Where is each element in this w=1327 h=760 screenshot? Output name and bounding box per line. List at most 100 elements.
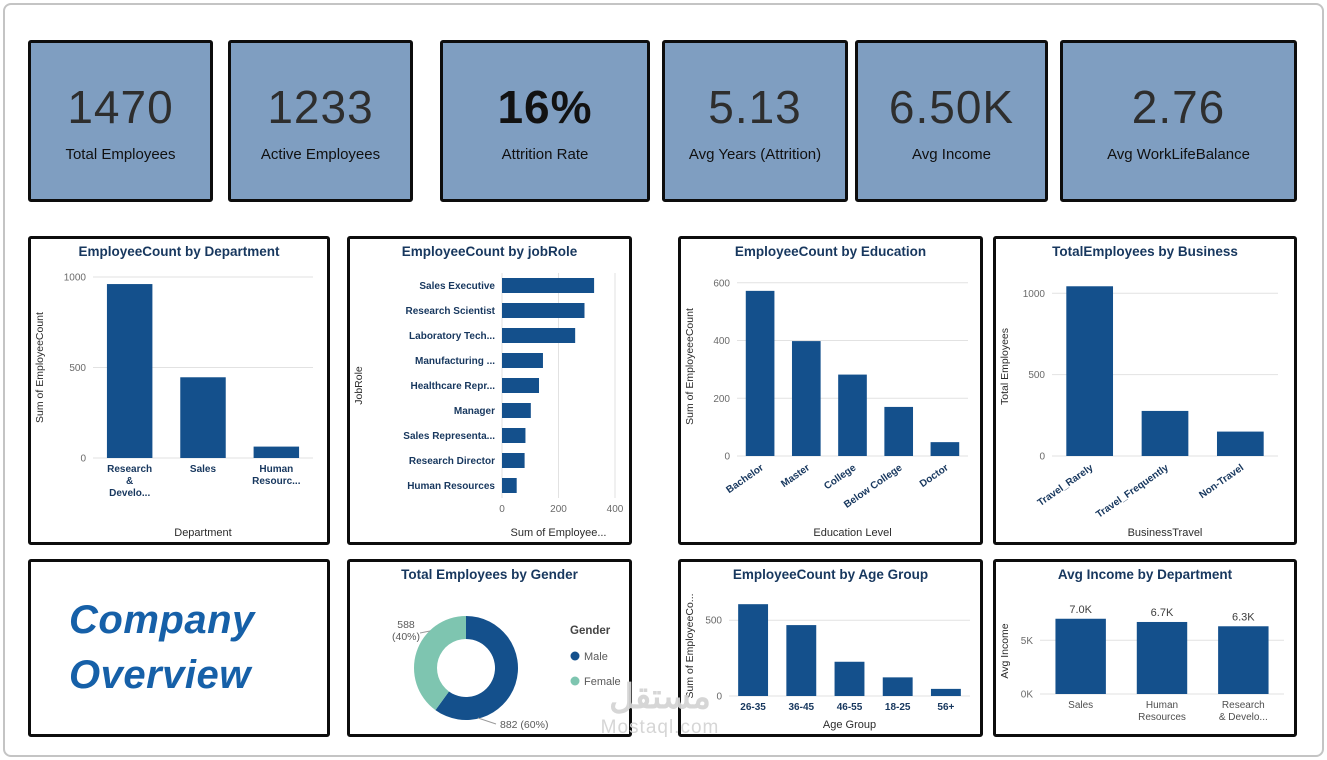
chart-card-employeecount-by-age-group[interactable]: EmployeeCount by Age Group 0 500 26-35 36-4… (678, 559, 983, 737)
bar-1[interactable] (502, 303, 585, 318)
y-category-label: Research Director (409, 456, 495, 467)
x-tick-label: 0 (499, 504, 505, 515)
x-category-label: 56+ (937, 702, 954, 713)
total-employees-by-gender-chart[interactable]: 588 (40%) 882 (60%) Gender Male Female (350, 588, 629, 734)
x-category-label: 36-45 (789, 702, 815, 713)
bar-3[interactable] (882, 677, 913, 696)
chart-card-total-employees-by-gender[interactable]: Total Employees by Gender 588 (40%) 882 (6… (347, 559, 632, 737)
employeecount-by-age-group-plot[interactable]: 0 500 26-35 36-45 46-55 18-25 56+ Age Group Sum … (681, 588, 980, 734)
y-tick-label: 0K (1021, 690, 1034, 701)
chart-title: EmployeeCount by Age Group (732, 567, 929, 582)
employeecount-by-department-chart[interactable]: 0 500 1000 Research & Develo... Sales Human Reso… (31, 265, 327, 542)
y-tick-label: 500 (705, 616, 722, 627)
x-axis-title: BusinessTravel (1128, 527, 1203, 539)
bar-2[interactable] (502, 328, 576, 343)
x-category-label: & (126, 476, 133, 487)
total-employees-by-gender-plot[interactable]: 588(40%) 882 (60%) Gender Male Female (350, 588, 629, 734)
x-category-label: Resourc... (252, 476, 301, 487)
x-tick-label: 200 (550, 504, 567, 515)
bar-5[interactable] (502, 403, 531, 418)
chart-card-employeecount-by-education[interactable]: EmployeeCount by Education 0 200 400 600 Bac… (678, 236, 983, 545)
bar-8[interactable] (502, 478, 517, 493)
chart-card-avg-income-by-department[interactable]: Avg Income by Department 0K 5K Sales 7.0K Hu… (993, 559, 1297, 737)
bar-0[interactable] (1055, 618, 1106, 694)
chart-title: TotalEmployees by Business (1052, 244, 1238, 259)
bar-0[interactable] (745, 290, 775, 456)
totalemployees-by-business-chart[interactable]: 0 500 1000 Travel_Rarely Travel_Frequently No… (996, 265, 1294, 542)
bar-3[interactable] (502, 353, 543, 368)
bar-7[interactable] (502, 453, 525, 468)
y-category-label: Research Scientist (406, 306, 496, 317)
x-category-label: 18-25 (885, 702, 911, 713)
kpi-value: 16% (497, 80, 593, 133)
x-category-label: & Develo... (1219, 712, 1268, 723)
kpi-card-active-employees[interactable]: 1233 Active Employees (228, 40, 413, 202)
x-category-label: Research (1222, 700, 1265, 711)
chart-card-totalemployees-by-business[interactable]: TotalEmployees by Business 0 500 1000 Trave… (993, 236, 1297, 545)
x-category-label: Human (259, 464, 293, 475)
chart-title: EmployeeCount by Department (78, 244, 280, 259)
bar-1[interactable] (786, 625, 817, 696)
kpi-value: 1470 (67, 80, 174, 133)
x-category-label: Resources (1138, 712, 1186, 723)
kpi-card-attrition-rate[interactable]: 16% Attrition Rate (440, 40, 650, 202)
chart-card-employeecount-by-department[interactable]: EmployeeCount by Department 0 500 1000 Rese… (28, 236, 330, 545)
bar-0[interactable] (1066, 286, 1114, 456)
y-axis-title: Sum of EmployeeeCount (684, 308, 696, 425)
employeecount-by-jobrole-chart[interactable]: 0 200 400 Sales Executive Research Scientist… (350, 265, 629, 542)
x-axis-title: Sum of Employee... (511, 527, 607, 539)
legend-swatch-male[interactable] (570, 651, 580, 661)
donut-data-label: (40%) (392, 631, 420, 643)
callout-line (419, 630, 431, 634)
kpi-card-avg-income[interactable]: 6.50K Avg Income (855, 40, 1048, 202)
bar-6[interactable] (502, 428, 526, 443)
employeecount-by-jobrole-plot[interactable]: 0 200 400 Sales Executive Research Scientist… (350, 265, 629, 542)
employeecount-by-education-chart[interactable]: 0 200 400 600 Bachelor Master College Below Col… (681, 265, 980, 542)
x-category-label: Travel_Frequently (1094, 462, 1171, 520)
bar-0[interactable] (106, 284, 153, 458)
bar-2[interactable] (838, 374, 867, 456)
donut-data-label: 588 (397, 619, 415, 631)
bar-2[interactable] (834, 661, 865, 696)
x-category-label: Non-Travel (1197, 462, 1246, 501)
kpi-value: 5.13 (708, 80, 802, 133)
chart-title: Total Employees by Gender (401, 567, 578, 582)
bar-0[interactable] (738, 604, 769, 696)
bar-4[interactable] (930, 688, 961, 696)
bar-2[interactable] (253, 446, 300, 458)
employeecount-by-age-group-chart[interactable]: 0 500 26-35 36-45 46-55 18-25 56+ Age Group Sum … (681, 588, 980, 734)
bar-4[interactable] (930, 442, 960, 456)
avg-income-by-department-chart[interactable]: 0K 5K Sales 7.0K Human Resources 6.7K Research &… (996, 588, 1294, 734)
kpi-label: Attrition Rate (501, 145, 589, 163)
y-tick-label: 0 (1039, 452, 1045, 463)
bar-1[interactable] (1141, 410, 1189, 456)
x-category-label: Travel_Rarely (1036, 462, 1096, 509)
y-category-label: Laboratory Tech... (409, 331, 495, 342)
bar-2[interactable] (1218, 626, 1269, 694)
legend-swatch-female[interactable] (570, 676, 580, 686)
employeecount-by-department-plot[interactable]: 0 500 1000 Research&Develo... Sales HumanReso… (31, 265, 327, 542)
bar-1[interactable] (791, 341, 821, 456)
kpi-card-avg-years-attrition[interactable]: 5.13 Avg Years (Attrition) (662, 40, 848, 202)
bar-0[interactable] (502, 278, 595, 293)
kpi-card-total-employees[interactable]: 1470 Total Employees (28, 40, 213, 202)
bar-1[interactable] (180, 377, 226, 458)
bar-1[interactable] (1136, 621, 1188, 694)
kpi-label: Active Employees (260, 145, 381, 163)
legend-label: Female (584, 676, 621, 688)
chart-title: EmployeeCount by Education (734, 244, 927, 259)
donut-data-label: 882 (60%) (500, 719, 548, 731)
kpi-label: Avg Income (912, 145, 991, 163)
chart-card-employeecount-by-jobrole[interactable]: EmployeeCount by jobRole 0 200 400 Sales Ex… (347, 236, 632, 545)
x-category-label: Master (779, 462, 812, 490)
bar-4[interactable] (502, 378, 540, 393)
donut-slice-male[interactable] (435, 616, 518, 720)
donut-slice-female[interactable] (414, 616, 466, 711)
kpi-card-avg-worklifebalance[interactable]: 2.76 Avg WorkLifeBalance (1060, 40, 1297, 202)
y-tick-label: 5K (1021, 636, 1034, 647)
bar-3[interactable] (884, 406, 914, 456)
bar-2[interactable] (1216, 431, 1264, 456)
